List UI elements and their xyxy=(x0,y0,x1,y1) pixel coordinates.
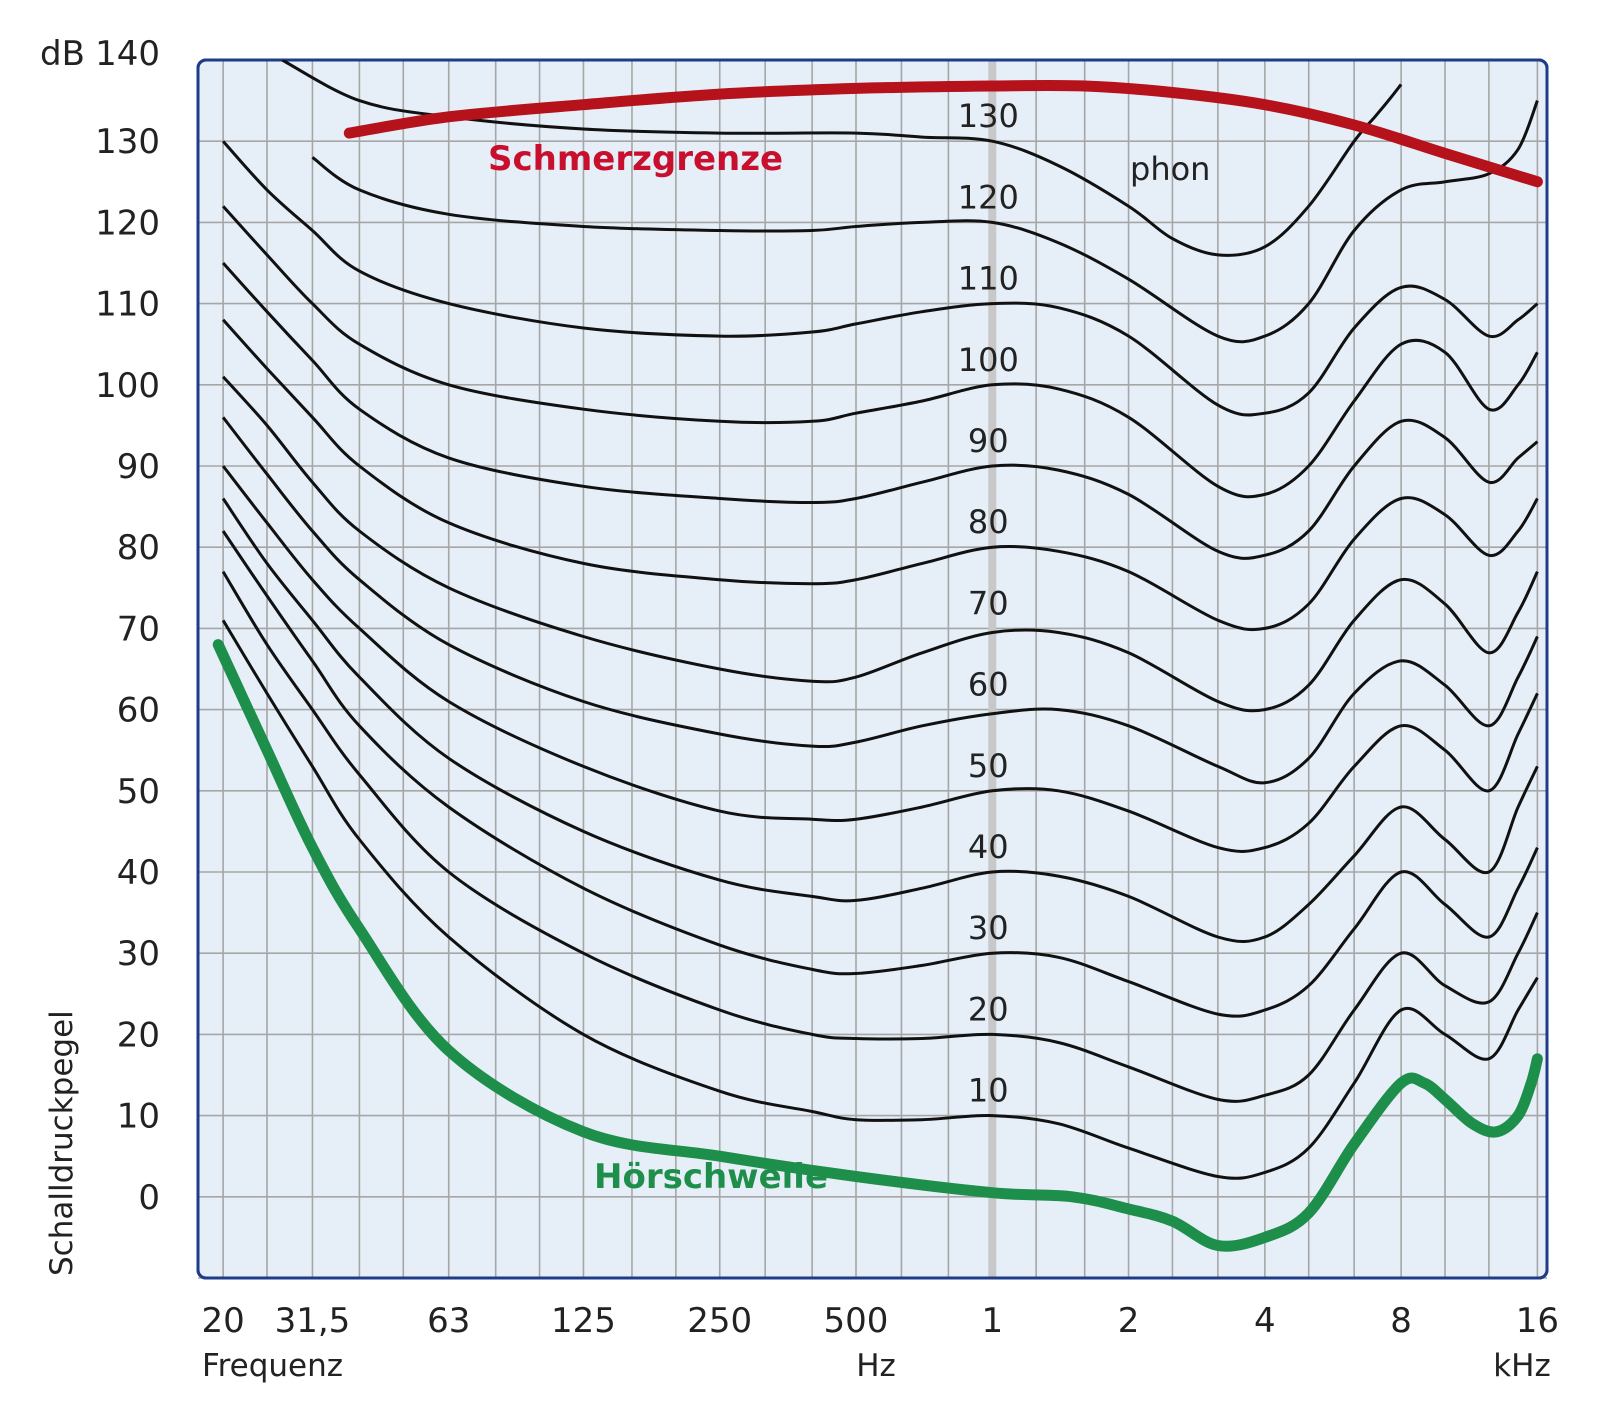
phon-level-label: 30 xyxy=(968,909,1009,947)
hoerschwelle-curve xyxy=(212,639,1543,1252)
phon-level-label: 20 xyxy=(968,990,1009,1028)
plot-border xyxy=(196,58,1549,1280)
phon-curve-130 xyxy=(281,60,1403,257)
x-tick-label: 125 xyxy=(551,1301,616,1341)
y-tick-label: 70 xyxy=(117,609,160,649)
y-tick-label: 100 xyxy=(95,366,160,406)
x-axis-unit-khz: kHz xyxy=(1493,1348,1551,1384)
y-tick-label: 10 xyxy=(117,1097,160,1137)
x-axis-unit-hz: Hz xyxy=(856,1348,896,1384)
phon-level-label: 90 xyxy=(968,422,1009,460)
phon-curve-100 xyxy=(221,205,1539,499)
x-axis-title: Frequenz xyxy=(202,1348,343,1384)
x-tick-label: 1 xyxy=(981,1301,1003,1341)
y-tick-label: 40 xyxy=(117,853,160,893)
y-axis-title: Schalldruckpegel xyxy=(44,1010,80,1276)
x-tick-label: 31,5 xyxy=(275,1301,351,1341)
phon-level-label: 120 xyxy=(958,178,1019,216)
y-tick-label: 90 xyxy=(117,447,160,487)
phon-curve-70 xyxy=(221,375,1539,713)
x-tick-label: 20 xyxy=(202,1301,245,1341)
y-tick-label: 0 xyxy=(138,1178,160,1218)
phon-level-label: 110 xyxy=(958,260,1019,298)
phon-level-label: 100 xyxy=(958,341,1019,379)
phon-curve-20 xyxy=(221,570,1539,1103)
phon-curve-60 xyxy=(221,416,1539,785)
label-layer: dB 140 Schalldruckpegel Frequenz Hz kHz … xyxy=(40,34,1551,1384)
x-tick-label: 63 xyxy=(427,1301,470,1341)
phon-curve-110 xyxy=(221,140,1539,417)
y-tick-label: 120 xyxy=(95,203,160,243)
y-tick-label: 20 xyxy=(117,1015,160,1055)
phon-curve-80 xyxy=(221,318,1539,632)
phon-level-label: 10 xyxy=(968,1072,1009,1110)
schmerzgrenze-curve xyxy=(343,79,1543,188)
y-tick-label: 130 xyxy=(95,122,160,162)
y-unit-label: dB xyxy=(40,34,85,74)
y-tick-label: 30 xyxy=(117,934,160,974)
y-top-tick-label: 140 xyxy=(95,34,160,74)
tick-layer: 1301201101009080706050403020101301201101… xyxy=(95,97,1559,1341)
phon-curve-50 xyxy=(221,465,1539,853)
phon-level-label: 70 xyxy=(968,584,1009,622)
x-tick-label: 16 xyxy=(1516,1301,1559,1341)
x-tick-label: 4 xyxy=(1254,1301,1276,1341)
x-tick-label: 250 xyxy=(687,1301,752,1341)
y-tick-label: 80 xyxy=(117,528,160,568)
y-tick-label: 110 xyxy=(95,285,160,325)
phon-curve-90 xyxy=(221,261,1539,560)
phon-level-label: 50 xyxy=(968,747,1009,785)
phon-curve-40 xyxy=(221,497,1539,944)
y-tick-label: 60 xyxy=(117,691,160,731)
phon-level-label: 130 xyxy=(958,97,1019,135)
phon-level-label: 60 xyxy=(968,666,1009,704)
x-tick-label: 8 xyxy=(1390,1301,1412,1341)
phon-unit-label: phon xyxy=(1130,150,1210,188)
x-tick-label: 500 xyxy=(824,1301,889,1341)
y-tick-label: 50 xyxy=(117,772,160,812)
phon-curve-30 xyxy=(221,530,1539,1018)
phon-curve-120 xyxy=(311,100,1539,344)
phon-level-label: 40 xyxy=(968,828,1009,866)
schmerzgrenze-label: Schmerzgrenze xyxy=(488,139,783,179)
curve-layer xyxy=(212,60,1543,1252)
hoerschwelle-label: Hörschwelle xyxy=(594,1157,828,1197)
x-tick-label: 2 xyxy=(1118,1301,1140,1341)
phon-level-label: 80 xyxy=(968,503,1009,541)
phon-curve-10 xyxy=(221,619,1539,1180)
